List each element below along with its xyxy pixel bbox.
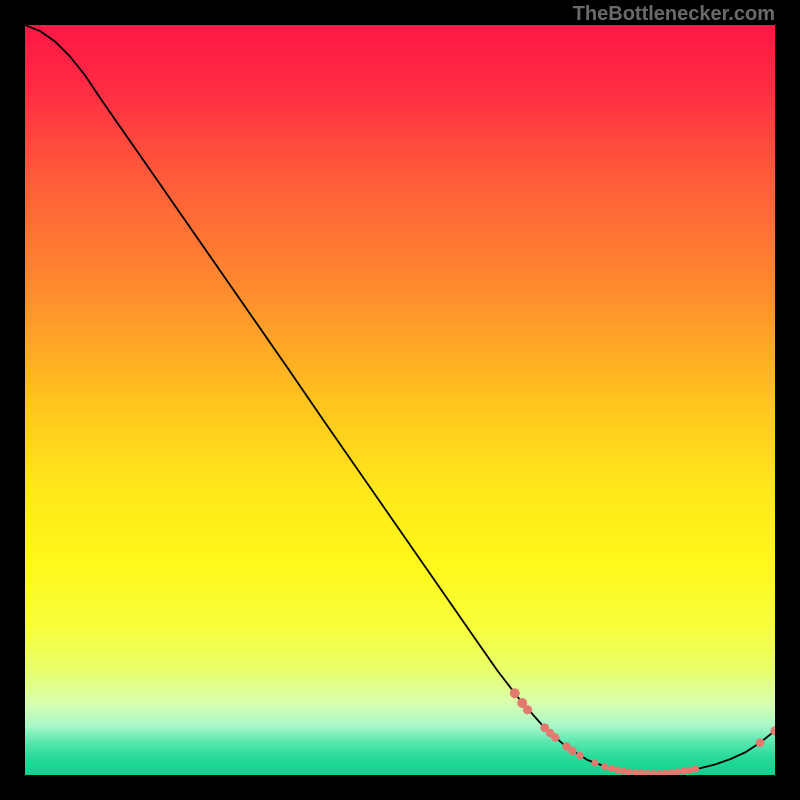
data-marker — [680, 768, 687, 775]
data-marker — [608, 765, 615, 772]
data-marker — [686, 767, 693, 774]
data-marker — [510, 688, 520, 698]
watermark-text: TheBottlenecker.com — [573, 3, 775, 26]
bottleneck-chart — [25, 25, 775, 775]
data-marker — [568, 747, 576, 755]
gradient-background — [25, 25, 775, 775]
data-marker — [523, 705, 532, 714]
data-marker — [614, 767, 621, 774]
data-marker — [591, 759, 598, 766]
chart-svg — [25, 25, 775, 775]
data-marker — [576, 752, 584, 760]
data-marker — [756, 738, 765, 747]
data-marker — [551, 733, 559, 741]
data-marker — [692, 765, 699, 772]
data-marker — [601, 763, 608, 770]
